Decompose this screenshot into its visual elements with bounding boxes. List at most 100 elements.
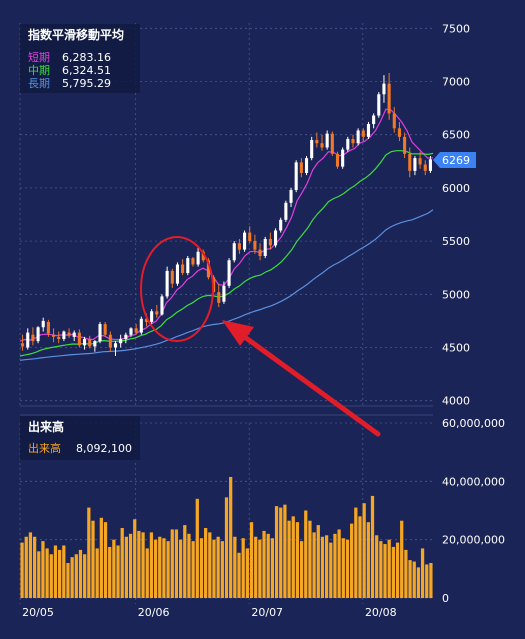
date-tick-label: 20/08 <box>365 606 397 619</box>
candle-body <box>108 334 112 348</box>
volume-bar <box>183 525 187 598</box>
candle-body <box>119 338 123 344</box>
volume-bar <box>391 546 395 598</box>
volume-bar <box>162 538 166 598</box>
volume-bar <box>70 557 74 598</box>
annotation-arrow <box>222 320 381 437</box>
volume-tick-label: 40,000,000 <box>442 475 505 488</box>
candle-body <box>403 136 407 154</box>
candle-body <box>124 334 128 339</box>
volume-bar <box>45 548 49 598</box>
volume-bar <box>24 536 28 598</box>
candle-body <box>366 124 371 137</box>
candle-body <box>232 243 236 261</box>
volume-bar <box>108 546 112 598</box>
volume-bar <box>283 504 287 598</box>
candle-body <box>150 311 154 322</box>
candle-body <box>175 264 180 284</box>
volume-bar <box>299 541 304 598</box>
candle-body <box>113 343 118 348</box>
volume-bar <box>220 541 224 598</box>
candle-body <box>304 158 309 174</box>
legend-mid-label: 中期 <box>28 64 50 77</box>
volume-bar <box>429 563 433 598</box>
volume-bar <box>116 545 120 598</box>
candle-body <box>82 338 87 346</box>
candle-body <box>144 318 149 322</box>
candle-body <box>258 249 262 256</box>
volume-bar <box>320 536 325 598</box>
volume-bar <box>366 522 370 598</box>
volume-bar <box>41 541 45 598</box>
candle-body <box>315 140 319 144</box>
volume-bar <box>262 530 266 598</box>
candle-body <box>248 232 252 242</box>
price-legend-title: 指数平滑移動平均 <box>28 27 124 42</box>
candle-body <box>134 328 138 333</box>
price-tick-label: 5500 <box>442 235 470 248</box>
volume-bar <box>362 503 366 598</box>
volume-bar <box>324 535 329 598</box>
date-tick-label: 20/05 <box>22 606 54 619</box>
volume-bar <box>245 548 249 598</box>
candle-body <box>361 130 365 137</box>
legend-long-value: 5,795.29 <box>62 77 111 90</box>
candle-body <box>268 238 272 246</box>
volume-bar <box>287 520 291 598</box>
date-axis-ticks: 20/05 20/06 20/07 20/08 <box>22 606 396 619</box>
volume-bar <box>404 549 408 598</box>
price-tick-label: 6000 <box>442 182 470 195</box>
volume-bar <box>312 532 316 598</box>
candle-body <box>330 133 334 154</box>
candle-body <box>237 243 241 250</box>
volume-bar <box>333 533 337 598</box>
volume-bar <box>145 548 149 598</box>
volume-bar <box>329 542 333 598</box>
candle-body <box>155 311 159 315</box>
candle-body <box>36 327 40 342</box>
candle-body <box>346 138 350 150</box>
candle-body <box>253 241 257 250</box>
candle-body <box>206 260 210 278</box>
volume-bar <box>49 554 53 598</box>
candle-body <box>310 140 314 159</box>
volume-bar <box>103 522 108 598</box>
candle-body <box>46 321 50 334</box>
volume-bar <box>91 520 95 598</box>
volume-axis-ticks: 0 20,000,000 40,000,000 60,000,000 <box>442 417 505 605</box>
candle-body <box>196 251 200 265</box>
volume-bar <box>128 533 133 598</box>
candle-body <box>160 296 164 315</box>
candle-body <box>72 332 76 337</box>
volume-tick-label: 60,000,000 <box>442 417 505 430</box>
volume-bar <box>316 525 320 598</box>
price-axis-ticks: 4000 4500 5000 5500 6000 6500 7000 7500 <box>442 22 470 407</box>
volume-bar <box>270 538 275 598</box>
candle-body <box>428 159 432 171</box>
volume-bar <box>350 523 354 598</box>
legend-short-label: 短期 <box>28 50 50 64</box>
candle-body <box>201 251 205 261</box>
volume-tick-label: 20,000,000 <box>442 534 505 547</box>
candle-body <box>299 162 303 174</box>
volume-bar <box>279 507 283 598</box>
volume-bar <box>308 520 312 598</box>
volume-bar <box>291 516 295 598</box>
volume-bar <box>187 533 191 598</box>
candle-body <box>351 138 355 144</box>
candle-body <box>129 328 133 335</box>
price-tick-label: 6500 <box>442 129 470 142</box>
volume-bar <box>87 507 91 598</box>
volume-bar <box>158 536 162 598</box>
volume-bar <box>425 564 429 598</box>
volume-bar <box>95 548 99 598</box>
price-legend: 指数平滑移動平均 短期 6,283.16 中期 6,324.51 長期 5,79… <box>20 24 140 93</box>
candle-body <box>170 270 174 284</box>
candle-body <box>191 258 195 265</box>
volume-bar <box>249 522 254 598</box>
candle-body <box>413 158 417 171</box>
volume-bar <box>120 528 124 598</box>
candle-body <box>335 153 340 167</box>
candle-body <box>279 219 283 231</box>
candle-body <box>243 232 247 250</box>
